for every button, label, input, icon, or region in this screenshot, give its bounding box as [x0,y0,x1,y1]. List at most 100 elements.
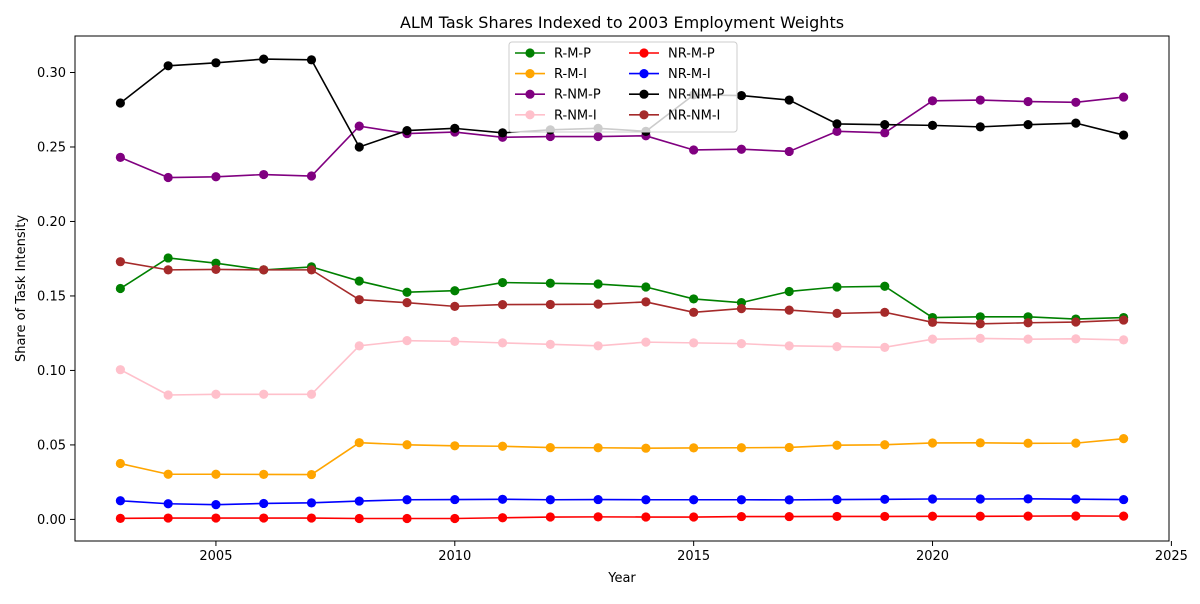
legend-item: R-NM-P [515,88,601,103]
legend-item: NR-NM-P [629,88,725,103]
data-point [880,511,890,522]
y-axis-title: Share of Task Intensity [14,215,29,362]
data-point [593,131,603,142]
data-point [784,95,794,105]
legend-item: R-M-P [515,47,591,62]
data-point [689,307,699,317]
data-point [1023,438,1033,448]
data-point [593,494,603,505]
data-point [163,265,173,275]
data-point [259,169,269,180]
y-axis: 0.00 0.05 0.10 0.15 0.20 0.25 0.30 [37,66,75,528]
legend-swatch-marker [639,48,649,58]
data-point [354,276,364,286]
plot-area [115,54,1129,524]
data-point [402,298,412,308]
data-point [259,54,269,64]
data-point [832,341,842,352]
series-r-nm-i [115,333,1129,400]
data-point [545,339,555,349]
data-point [450,336,460,346]
data-point [1023,494,1033,504]
data-point [306,498,317,508]
series-line [119,257,1124,320]
data-point [497,494,508,504]
data-point [641,512,651,522]
data-point [1071,511,1081,521]
data-point [593,512,603,522]
data-point [832,308,842,318]
data-point [306,265,317,275]
data-point [784,511,794,522]
series-line [120,498,1124,506]
data-point [115,458,125,469]
data-point [641,495,651,505]
data-point [641,337,651,347]
plot-frame [74,35,1170,542]
data-point [163,499,173,509]
series-nr-m-p [115,511,1129,524]
data-point [880,120,890,130]
data-point [163,390,173,400]
x-tick-label: 2015 [677,549,710,564]
data-point [163,61,173,71]
series-nr-nm-i [115,257,1129,329]
x-axis-title: Year [607,571,636,586]
legend-box [508,41,738,133]
series-line [120,515,1124,520]
data-point [736,339,747,349]
data-point [736,511,747,522]
legend-label: NR-NM-I [668,108,720,123]
data-point [975,319,985,329]
data-point [545,442,555,453]
data-point [880,342,890,352]
data-point [354,496,364,506]
data-point [975,494,985,504]
data-point [1119,315,1129,325]
legend-label: R-NM-I [554,108,597,123]
data-point [354,513,364,524]
legend-label: NR-NM-P [668,88,725,103]
data-point [689,145,699,155]
data-point [880,494,890,504]
data-point [689,512,699,522]
data-point [115,98,125,108]
data-point [1071,118,1081,128]
data-point [927,334,938,344]
data-point [402,336,412,346]
data-point [593,443,603,453]
data-point [163,469,173,479]
series-r-m-i [115,434,1129,480]
data-point [593,299,603,309]
data-point [259,469,269,480]
series-line [120,337,1124,396]
data-point [1023,120,1033,130]
legend-swatch-marker [525,110,535,120]
data-point [880,307,890,317]
data-point [545,299,555,310]
data-point [306,55,317,65]
data-point [1119,335,1129,345]
data-point [497,441,508,451]
x-tick-label: 2010 [438,549,471,564]
data-point [736,443,747,453]
data-point [450,513,460,524]
data-point [832,511,842,522]
legend-item: NR-M-P [629,47,715,62]
data-point [975,122,985,132]
data-point [927,494,938,504]
data-point [163,253,173,263]
data-point [259,389,269,399]
data-point [927,511,938,521]
data-point [259,498,269,509]
data-point [450,301,460,311]
data-point [1119,130,1129,140]
legend-swatch-marker [639,89,649,99]
data-point [402,287,412,297]
data-point [736,144,747,154]
x-axis: 2005 2010 2015 2020 2025 [199,541,1188,564]
x-tick-label: 2020 [916,549,949,564]
data-point [545,495,555,505]
legend-label: R-M-P [554,47,591,62]
data-point [927,120,938,130]
